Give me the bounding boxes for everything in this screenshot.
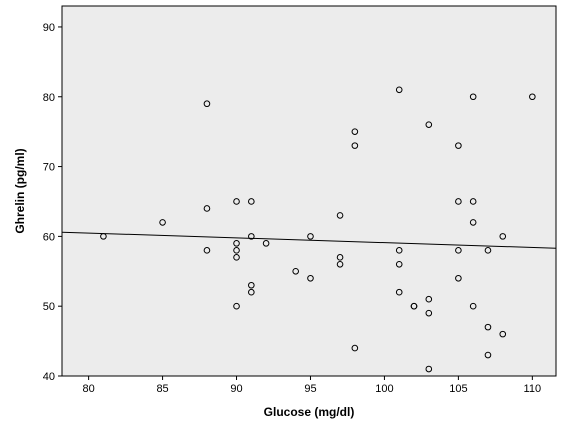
data-point: [233, 247, 240, 254]
y-axis-title: Ghrelin (pg/ml): [13, 148, 27, 233]
y-tick-label: 60: [43, 231, 55, 243]
x-tick-label: 80: [82, 383, 94, 395]
data-point: [499, 330, 507, 338]
data-point: [292, 267, 299, 275]
x-tick-label: 90: [230, 383, 242, 395]
data-point: [469, 219, 477, 226]
y-tick-label: 70: [43, 162, 55, 174]
data-point: [203, 100, 211, 108]
x-tick-label: 95: [304, 383, 316, 395]
data-point: [455, 247, 462, 254]
x-axis-title: Glucose (mg/dl): [264, 405, 355, 419]
data-point: [159, 219, 166, 226]
y-tick-label: 80: [43, 92, 55, 104]
data-point: [203, 247, 211, 254]
plot-area: [61, 5, 557, 377]
data-point: [233, 240, 240, 247]
data-point: [307, 274, 314, 282]
data-point: [336, 254, 344, 261]
data-point: [425, 295, 433, 303]
data-point: [248, 233, 255, 240]
data-point: [469, 93, 477, 101]
data-point: [233, 302, 240, 310]
data-point: [425, 121, 433, 128]
data-point: [455, 274, 462, 282]
data-point: [262, 240, 270, 247]
data-points: [100, 86, 536, 373]
data-point: [351, 128, 359, 135]
data-point: [484, 323, 492, 331]
regression-line-layer: [61, 231, 557, 249]
data-point: [469, 198, 477, 205]
data-point: [336, 261, 344, 268]
data-point: [248, 198, 255, 205]
data-point: [455, 142, 462, 149]
data-point: [499, 233, 507, 240]
data-point: [203, 205, 211, 212]
data-point: [529, 93, 536, 101]
data-point: [351, 344, 359, 352]
data-point: [100, 233, 107, 240]
data-point: [484, 247, 492, 254]
data-point: [395, 247, 403, 254]
data-point: [484, 351, 492, 359]
y-tick-label: 90: [43, 22, 55, 34]
y-tick-label: 50: [43, 301, 55, 313]
regression-line: [61, 231, 557, 249]
data-point: [248, 281, 255, 289]
data-point: [425, 309, 433, 317]
x-tick-label: 110: [524, 383, 542, 395]
x-axis: 80 85 90 95 100 105 110: [82, 376, 541, 395]
y-tick-label: 40: [43, 371, 55, 383]
data-point: [351, 142, 359, 149]
data-point: [395, 288, 403, 296]
data-point: [410, 302, 418, 310]
data-point: [336, 212, 344, 219]
x-tick-label: 105: [449, 383, 467, 395]
data-point: [233, 254, 240, 261]
x-tick-label: 85: [156, 383, 168, 395]
data-point: [395, 261, 403, 268]
data-point: [248, 288, 255, 296]
y-axis: 40 50 60 70 80 90: [43, 22, 62, 383]
data-point: [469, 302, 477, 310]
data-point: [455, 198, 462, 205]
data-point: [307, 233, 314, 240]
data-point: [395, 86, 403, 94]
data-point: [233, 198, 240, 205]
x-tick-label: 100: [375, 383, 393, 395]
data-point: [425, 365, 433, 373]
